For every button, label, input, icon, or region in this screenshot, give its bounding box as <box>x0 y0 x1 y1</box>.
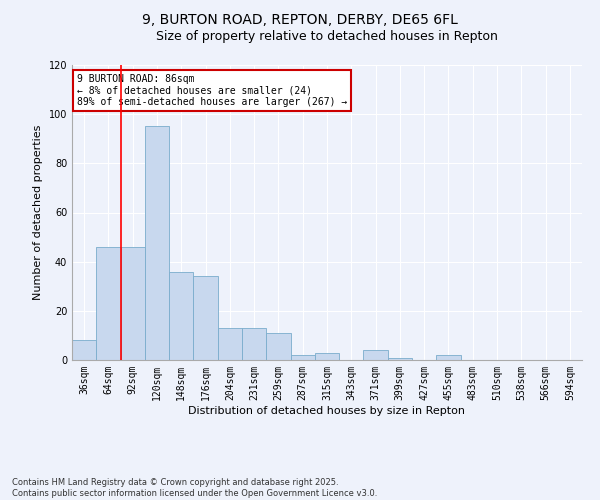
Text: 9 BURTON ROAD: 86sqm
← 8% of detached houses are smaller (24)
89% of semi-detach: 9 BURTON ROAD: 86sqm ← 8% of detached ho… <box>77 74 347 107</box>
Bar <box>193 276 218 360</box>
Bar <box>266 333 290 360</box>
Bar <box>145 126 169 360</box>
Bar <box>436 355 461 360</box>
Bar <box>121 247 145 360</box>
Bar <box>218 328 242 360</box>
Text: Contains HM Land Registry data © Crown copyright and database right 2025.
Contai: Contains HM Land Registry data © Crown c… <box>12 478 377 498</box>
Bar <box>290 355 315 360</box>
Bar <box>388 358 412 360</box>
Bar <box>315 352 339 360</box>
Bar <box>72 340 96 360</box>
Text: 9, BURTON ROAD, REPTON, DERBY, DE65 6FL: 9, BURTON ROAD, REPTON, DERBY, DE65 6FL <box>142 12 458 26</box>
X-axis label: Distribution of detached houses by size in Repton: Distribution of detached houses by size … <box>188 406 466 415</box>
Bar <box>96 247 121 360</box>
Bar <box>242 328 266 360</box>
Title: Size of property relative to detached houses in Repton: Size of property relative to detached ho… <box>156 30 498 43</box>
Y-axis label: Number of detached properties: Number of detached properties <box>33 125 43 300</box>
Bar <box>364 350 388 360</box>
Bar <box>169 272 193 360</box>
